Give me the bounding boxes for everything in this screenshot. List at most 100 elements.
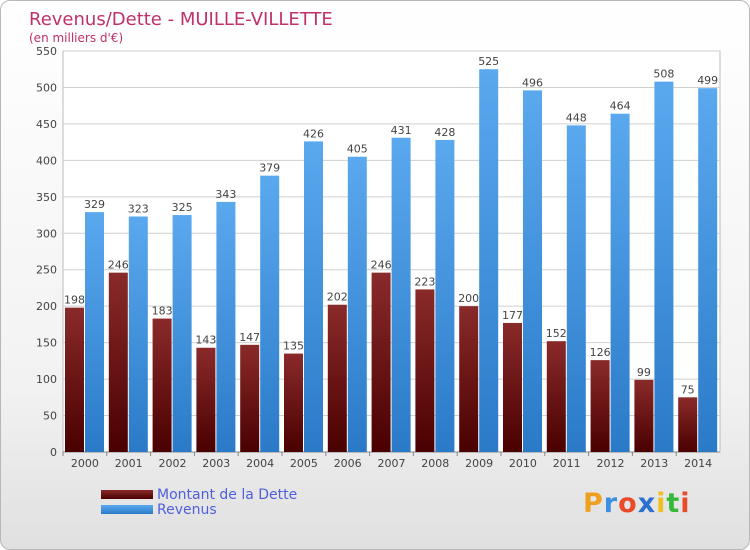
bar-revenue [523, 90, 542, 452]
bar-revenue [128, 216, 148, 452]
bar-revenue [347, 156, 367, 452]
data-label-debt: 135 [283, 340, 304, 353]
x-tick-label: 2006 [334, 457, 362, 470]
bar-revenue [85, 212, 104, 452]
data-label-debt: 147 [239, 331, 260, 344]
y-tick-label: 500 [36, 81, 57, 94]
x-tick-label: 2000 [71, 457, 99, 470]
legend-swatch-revenue [101, 505, 153, 514]
data-label-debt: 246 [371, 259, 392, 272]
y-tick-label: 0 [50, 446, 57, 459]
data-label-revenue: 448 [566, 111, 587, 124]
bar-debt [546, 341, 566, 452]
bar-debt [678, 397, 698, 452]
bar-revenue [172, 215, 192, 452]
x-tick-label: 2010 [509, 457, 537, 470]
bar-revenue [566, 125, 586, 452]
logo-letter: o [618, 488, 638, 519]
x-tick-label: 2012 [597, 457, 625, 470]
x-tick-label: 2007 [378, 457, 406, 470]
logo-letter: r [603, 488, 619, 519]
bar-debt [503, 322, 522, 452]
logo-letter: i [656, 488, 667, 519]
bar-debt [240, 344, 260, 452]
data-label-debt: 200 [458, 292, 479, 305]
bar-revenue [260, 175, 280, 452]
data-label-debt: 177 [502, 309, 523, 322]
logo-letter: x [637, 488, 657, 519]
data-label-debt: 126 [590, 346, 611, 359]
data-label-revenue: 464 [610, 100, 631, 113]
y-tick-label: 400 [36, 154, 57, 167]
data-label-revenue: 496 [522, 76, 543, 89]
bar-debt [327, 304, 347, 452]
bar-revenue [304, 141, 323, 452]
data-label-debt: 143 [195, 334, 216, 347]
legend-swatch-debt [101, 490, 153, 499]
bar-debt [65, 307, 84, 452]
y-tick-label: 450 [36, 118, 57, 131]
bar-debt [284, 353, 303, 452]
bar-revenue [216, 201, 236, 452]
bar-debt [590, 360, 610, 452]
x-tick-label: 2014 [684, 457, 712, 470]
plot-area [62, 50, 721, 453]
y-tick-label: 350 [36, 191, 57, 204]
chart-subtitle: (en milliers d'€) [29, 31, 123, 45]
data-label-debt: 246 [108, 259, 129, 272]
x-tick-label: 2009 [465, 457, 493, 470]
bar-debt [459, 306, 479, 452]
data-label-revenue: 405 [347, 143, 368, 156]
data-label-revenue: 323 [128, 203, 149, 216]
logo-letter: t [666, 488, 681, 519]
x-tick-label: 2011 [553, 457, 581, 470]
bar-debt [415, 289, 435, 452]
x-tick-label: 2008 [421, 457, 449, 470]
logo-letter: P [583, 488, 604, 519]
data-label-revenue: 431 [391, 124, 412, 137]
data-label-debt: 198 [64, 294, 85, 307]
data-label-revenue: 343 [215, 188, 236, 201]
data-label-debt: 202 [327, 291, 348, 304]
legend-label-revenue: Revenus [157, 502, 217, 518]
x-tick-label: 2002 [159, 457, 187, 470]
bar-debt [371, 272, 391, 452]
bar-revenue [654, 81, 674, 452]
y-tick-label: 100 [36, 373, 57, 386]
x-tick-label: 2013 [640, 457, 668, 470]
y-tick-label: 150 [36, 337, 57, 350]
bar-revenue [610, 113, 630, 453]
bar-revenue [435, 139, 455, 452]
proxiti-logo: Proxiti [583, 488, 691, 519]
data-label-revenue: 329 [84, 198, 105, 211]
logo-letter: i [680, 488, 691, 519]
x-tick-label: 2004 [246, 457, 274, 470]
data-label-debt: 183 [152, 305, 173, 318]
bar-debt [634, 379, 654, 452]
bar-debt [108, 272, 128, 452]
x-tick-label: 2003 [202, 457, 230, 470]
y-tick-label: 50 [43, 410, 57, 423]
y-tick-label: 250 [36, 264, 57, 277]
data-label-debt: 75 [681, 383, 695, 396]
legend-label-debt: Montant de la Dette [157, 487, 298, 503]
bar-debt [152, 318, 172, 452]
data-label-revenue: 426 [303, 127, 324, 140]
bar-revenue [479, 69, 499, 453]
data-label-revenue: 499 [697, 74, 718, 87]
y-tick-label: 200 [36, 300, 57, 313]
data-label-revenue: 508 [653, 68, 674, 81]
data-label-revenue: 379 [259, 162, 280, 175]
data-label-debt: 152 [546, 327, 567, 340]
chart-title: Revenus/Dette - MUILLE-VILLETTE [29, 9, 333, 30]
x-tick-label: 2005 [290, 457, 318, 470]
data-label-revenue: 325 [172, 201, 193, 214]
y-tick-label: 550 [36, 45, 57, 58]
data-label-debt: 99 [637, 366, 651, 379]
bar-revenue [698, 88, 718, 452]
y-tick-label: 300 [36, 227, 57, 240]
data-label-revenue: 525 [478, 55, 499, 68]
data-label-debt: 223 [414, 275, 435, 288]
